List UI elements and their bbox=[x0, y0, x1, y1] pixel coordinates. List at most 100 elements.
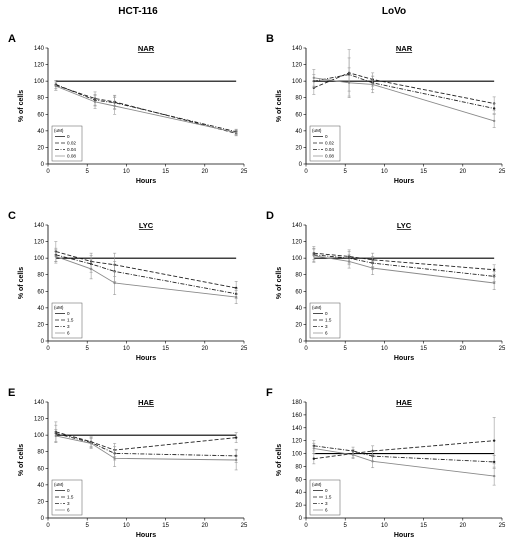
y-tick-label: 0 bbox=[299, 339, 303, 345]
data-point bbox=[234, 436, 238, 439]
data-point bbox=[234, 131, 238, 134]
data-point bbox=[371, 83, 374, 86]
legend-unit: (uM) bbox=[312, 482, 322, 487]
legend-box bbox=[51, 479, 83, 516]
series-line-2 bbox=[313, 445, 495, 463]
legend-entry: 1.5 bbox=[325, 495, 332, 500]
legend-unit: (uM) bbox=[54, 482, 64, 487]
panel-letter: F bbox=[266, 387, 273, 399]
data-point bbox=[492, 460, 496, 464]
y-tick-label: 60 bbox=[37, 112, 44, 118]
x-tick-label: 0 bbox=[304, 346, 308, 352]
series-line-1 bbox=[55, 84, 237, 134]
legend-entry: 0.04 bbox=[67, 147, 76, 152]
y-tick-label: 20 bbox=[37, 322, 44, 328]
y-tick-label: 120 bbox=[34, 63, 45, 69]
y-axis-label: % of cells bbox=[18, 444, 25, 476]
legend-entry: 1.5 bbox=[67, 495, 74, 500]
legend-box bbox=[51, 302, 83, 339]
x-tick-label: 5 bbox=[86, 346, 90, 352]
x-tick-label: 5 bbox=[86, 169, 90, 175]
data-point bbox=[234, 458, 238, 462]
x-tick-label: 0 bbox=[46, 523, 50, 529]
x-tick-label: 25 bbox=[241, 523, 248, 529]
x-axis-label: Hours bbox=[136, 178, 156, 185]
x-tick-label: 25 bbox=[241, 346, 248, 352]
panel-letter: B bbox=[266, 33, 274, 45]
y-tick-label: 120 bbox=[292, 63, 303, 69]
data-point bbox=[371, 266, 374, 270]
series-line-2 bbox=[55, 254, 237, 295]
x-tick-label: 15 bbox=[420, 169, 427, 175]
x-axis-label: Hours bbox=[394, 178, 414, 185]
y-tick-label: 60 bbox=[295, 289, 302, 295]
panel-title: HAE bbox=[138, 398, 154, 407]
data-point bbox=[312, 76, 316, 80]
x-tick-label: 25 bbox=[241, 169, 248, 175]
x-tick-label: 25 bbox=[499, 346, 506, 352]
legend-unit: (uM) bbox=[312, 128, 322, 133]
data-point bbox=[113, 457, 116, 460]
y-tick-label: 140 bbox=[34, 46, 45, 52]
series-line-2 bbox=[55, 84, 237, 133]
data-point bbox=[492, 439, 496, 442]
x-tick-label: 10 bbox=[123, 346, 130, 352]
x-tick-label: 25 bbox=[499, 169, 506, 175]
x-tick-label: 20 bbox=[459, 523, 466, 529]
data-point bbox=[492, 119, 496, 123]
legend-box bbox=[309, 302, 341, 339]
y-axis-label: % of cells bbox=[276, 444, 283, 476]
y-tick-label: 40 bbox=[37, 306, 44, 312]
x-tick-label: 0 bbox=[304, 169, 308, 175]
data-point bbox=[93, 100, 97, 104]
y-axis-label: % of cells bbox=[276, 90, 283, 122]
x-tick-label: 5 bbox=[344, 523, 348, 529]
legend-unit: (uM) bbox=[312, 305, 322, 310]
y-tick-label: 80 bbox=[295, 464, 302, 470]
y-tick-label: 120 bbox=[34, 417, 45, 423]
panel-letter: D bbox=[266, 210, 274, 222]
legend-box bbox=[51, 125, 83, 162]
y-tick-label: 100 bbox=[292, 452, 303, 458]
y-tick-label: 0 bbox=[299, 516, 303, 522]
x-tick-label: 10 bbox=[381, 169, 388, 175]
x-tick-label: 10 bbox=[123, 523, 130, 529]
x-tick-label: 10 bbox=[381, 346, 388, 352]
y-tick-label: 40 bbox=[295, 490, 302, 496]
x-tick-label: 5 bbox=[86, 523, 90, 529]
y-tick-label: 40 bbox=[37, 483, 44, 489]
y-axis-label: % of cells bbox=[276, 267, 283, 299]
series-line-3 bbox=[313, 77, 495, 122]
series-line-2 bbox=[313, 254, 495, 277]
column-title-hct116: HCT-116 bbox=[118, 6, 158, 17]
legend-entry: 0 bbox=[67, 134, 70, 139]
data-point bbox=[54, 255, 58, 258]
panel-title: LYC bbox=[397, 221, 412, 230]
y-tick-label: 40 bbox=[295, 306, 302, 312]
y-tick-label: 0 bbox=[299, 162, 303, 168]
y-tick-label: 140 bbox=[34, 400, 45, 406]
y-tick-label: 40 bbox=[37, 129, 44, 135]
y-tick-label: 60 bbox=[37, 466, 44, 472]
x-tick-label: 20 bbox=[459, 346, 466, 352]
y-tick-label: 120 bbox=[292, 439, 303, 445]
series-line-3 bbox=[55, 85, 237, 133]
y-tick-label: 100 bbox=[292, 79, 303, 85]
x-tick-label: 15 bbox=[162, 523, 169, 529]
y-tick-label: 20 bbox=[295, 503, 302, 509]
data-point bbox=[347, 260, 351, 263]
x-tick-label: 0 bbox=[46, 346, 50, 352]
y-tick-label: 20 bbox=[37, 499, 44, 505]
y-tick-label: 100 bbox=[292, 256, 303, 262]
column-title-lovo: LoVo bbox=[382, 6, 406, 17]
y-tick-label: 40 bbox=[295, 129, 302, 135]
data-point bbox=[312, 254, 316, 257]
panel-letter: A bbox=[8, 33, 16, 45]
data-point bbox=[492, 107, 496, 110]
y-tick-label: 60 bbox=[295, 112, 302, 118]
panel-letter: E bbox=[8, 387, 15, 399]
legend-entry: 3 bbox=[67, 501, 70, 506]
